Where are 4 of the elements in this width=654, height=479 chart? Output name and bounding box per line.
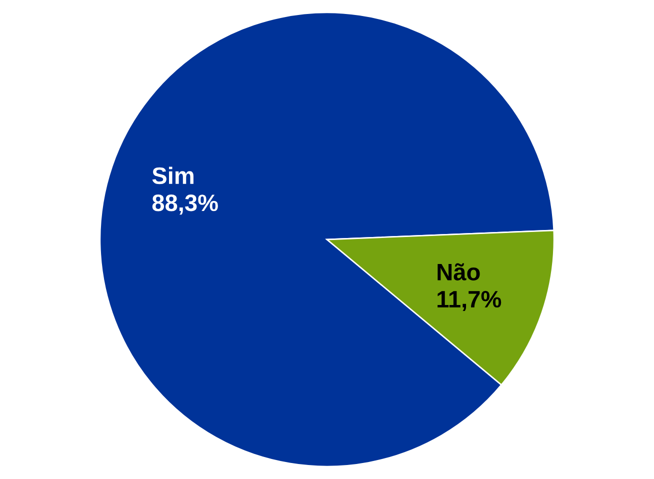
slice-label: Não: [438, 263, 480, 280]
data-label: 11,7%: [438, 290, 502, 312]
slice-label: Sim: [152, 166, 194, 184]
data-label: 88,3%: [152, 194, 218, 215]
